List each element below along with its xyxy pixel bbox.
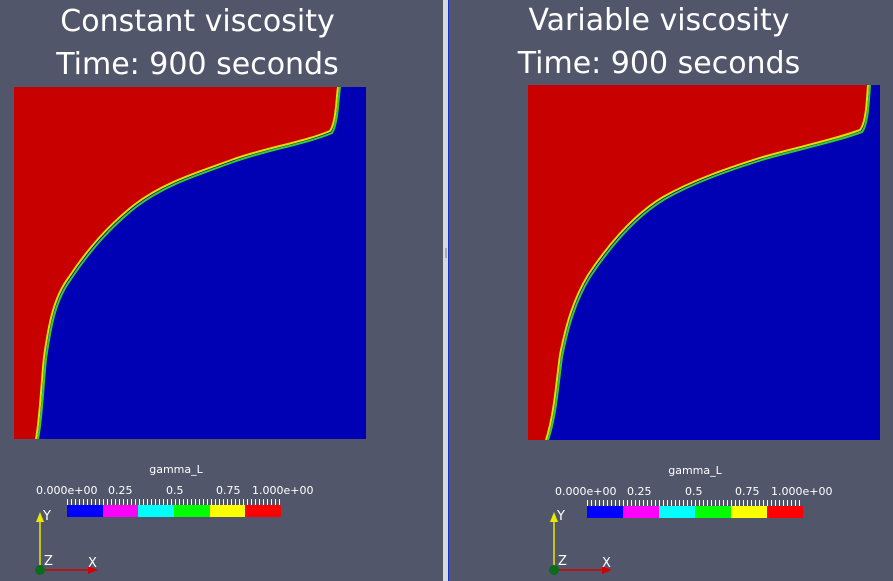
phase-field-svg (14, 87, 366, 439)
legend-label-05: 0.5 (166, 484, 184, 497)
interface-line-green (37, 87, 341, 439)
legend-ticks (587, 500, 803, 506)
legend-label-max: 1.000e+00 (771, 485, 833, 498)
colorbar-segment-magenta (102, 505, 139, 517)
title-line-1: Variable viscosity (528, 3, 790, 38)
orientation-axes: Y Z X (30, 508, 110, 578)
gamma-field-plot (528, 85, 880, 440)
colorbar-segment-green (174, 505, 210, 517)
legend-label-05: 0.5 (685, 485, 703, 498)
view-splitter[interactable] (443, 0, 449, 581)
legend-tick-labels: 0.000e+00 0.25 0.5 0.75 1.000e+00 (549, 485, 849, 499)
active-view-border (448, 0, 449, 581)
colorbar-segment-blue (67, 505, 103, 517)
legend-label-025: 0.25 (108, 484, 133, 497)
color-legend: gamma_L 0.000e+00 0.25 0.5 0.75 1.000e+0… (549, 461, 849, 521)
legend-label-075: 0.75 (735, 485, 760, 498)
legend-label-min: 0.000e+00 (555, 485, 617, 498)
splitter-grip-icon[interactable] (445, 248, 447, 258)
axis-y-label: Y (43, 509, 51, 524)
colorbar-segment-cyan (659, 506, 695, 518)
view-title: Variable viscosity Time: 900 seconds (449, 0, 881, 85)
colorbar-segment-yellow (731, 506, 767, 518)
axis-x-label: X (88, 556, 97, 571)
colorbar-segment-magenta (623, 506, 659, 518)
view-title: Constant viscosity Time: 900 seconds (0, 0, 419, 86)
interface-line-green (547, 85, 871, 440)
gas-phase-region (528, 85, 868, 440)
legend-label-025: 0.25 (627, 485, 652, 498)
phase-field-svg (528, 85, 880, 440)
title-line-2: Time: 900 seconds (517, 46, 801, 81)
axis-z-label: Z (44, 554, 53, 569)
render-view-variable-viscosity[interactable]: Variable viscosity Time: 900 seconds gam… (449, 0, 893, 581)
colorbar-segment-green (695, 506, 731, 518)
axis-y-label: Y (557, 509, 565, 524)
axis-x-label: X (602, 556, 611, 571)
legend-label-max: 1.000e+00 (252, 484, 314, 497)
gamma-field-plot (14, 87, 366, 439)
legend-ticks (67, 499, 281, 505)
axes-triad-icon (35, 512, 98, 575)
colorbar-segment-blue (587, 506, 623, 518)
colorbar-segment-yellow (209, 505, 246, 517)
legend-title: gamma_L (149, 463, 203, 476)
legend-tick-labels: 0.000e+00 0.25 0.5 0.75 1.000e+00 (30, 484, 330, 498)
legend-title: gamma_L (668, 464, 722, 477)
colorbar (587, 506, 803, 518)
interface-line-yellow (545, 85, 869, 440)
legend-label-min: 0.000e+00 (36, 484, 98, 497)
title-line-2: Time: 900 seconds (56, 47, 339, 82)
colorbar-segment-red (767, 506, 803, 518)
orientation-axes: Y Z X (544, 508, 624, 578)
color-legend: gamma_L 0.000e+00 0.25 0.5 0.75 1.000e+0… (30, 460, 330, 520)
title-line-1: Constant viscosity (60, 4, 335, 39)
colorbar-segment-red (245, 505, 282, 517)
axes-triad-icon (549, 512, 612, 575)
gas-phase-region (14, 87, 338, 439)
colorbar-segment-cyan (138, 505, 175, 517)
colorbar (67, 505, 282, 517)
axis-z-label: Z (558, 554, 567, 569)
legend-label-075: 0.75 (216, 484, 241, 497)
render-view-constant-viscosity[interactable]: Constant viscosity Time: 900 seconds gam… (0, 0, 443, 581)
interface-line-yellow (35, 87, 339, 439)
